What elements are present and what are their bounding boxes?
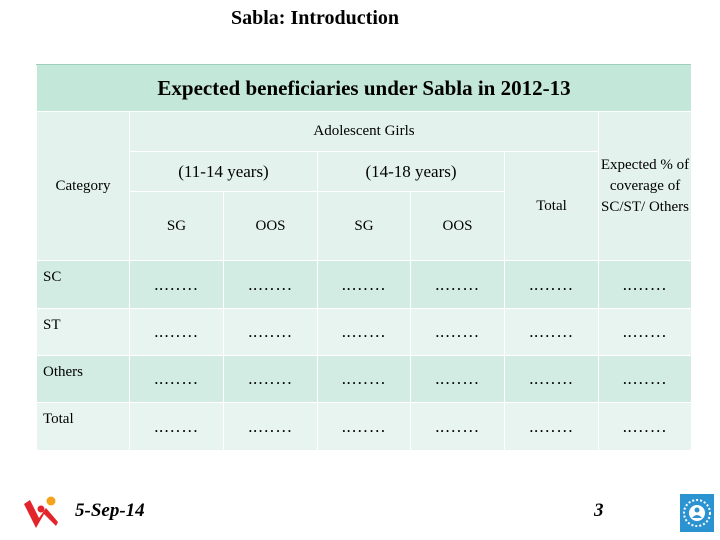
category-header: Category (36, 111, 130, 261)
row-category: Total (36, 402, 130, 451)
table-cell: ..…… (504, 308, 599, 356)
sg-header-2: SG (317, 191, 411, 261)
table-cell: ..…… (598, 355, 692, 403)
table-cell: ..…… (598, 402, 692, 451)
table-row: Others ..…… ..…… ..…… ..…… ..…… ..…… (36, 355, 692, 403)
slide-date: 5-Sep-14 (75, 500, 145, 521)
table-cell: ..…… (317, 402, 411, 451)
expected-coverage-header: Expected % of coverage of SC/ST/ Others (598, 111, 692, 261)
table-cell: ..…… (223, 260, 318, 309)
age-11-14-header: (11-14 years) (129, 151, 318, 192)
table-cell: ..…… (504, 355, 599, 403)
table-cell: ..…… (223, 308, 318, 356)
beneficiaries-table: Expected beneficiaries under Sabla in 20… (36, 64, 692, 451)
table-cell: ..…… (317, 355, 411, 403)
age-14-18-header: (14-18 years) (317, 151, 505, 192)
table-cell: ..…… (129, 308, 224, 356)
table-cell: ..…… (410, 308, 505, 356)
table-cell: ..…… (223, 355, 318, 403)
row-category: Others (36, 355, 130, 403)
ministry-emblem-icon (680, 494, 714, 532)
page-number: 3 (594, 500, 604, 521)
row-category: ST (36, 308, 130, 356)
slide-title: Sabla: Introduction (230, 7, 399, 29)
row-category: SC (36, 260, 130, 309)
table-cell: ..…… (410, 260, 505, 309)
table-cell: ..…… (223, 402, 318, 451)
people-logo-icon (24, 496, 58, 528)
adolescent-girls-header: Adolescent Girls (129, 111, 599, 152)
table-cell: ..…… (410, 402, 505, 451)
total-header: Total (504, 151, 599, 261)
table-row: Total ..…… ..…… ..…… ..…… ..…… ..…… (36, 402, 692, 451)
table-cell: ..…… (129, 260, 224, 309)
table-row: ST ..…… ..…… ..…… ..…… ..…… ..…… (36, 308, 692, 356)
table-cell: ..…… (598, 260, 692, 309)
table-cell: ..…… (317, 260, 411, 309)
table-cell: ..…… (410, 355, 505, 403)
table-caption: Expected beneficiaries under Sabla in 20… (36, 64, 692, 112)
table-row: SC ..…… ..…… ..…… ..…… ..…… ..…… (36, 260, 692, 309)
table-cell: ..…… (129, 355, 224, 403)
table-cell: ..…… (598, 308, 692, 356)
oos-header-2: OOS (410, 191, 505, 261)
sg-header-1: SG (129, 191, 224, 261)
table-cell: ..…… (129, 402, 224, 451)
table-cell: ..…… (317, 308, 411, 356)
table-cell: ..…… (504, 260, 599, 309)
table-cell: ..…… (504, 402, 599, 451)
oos-header-1: OOS (223, 191, 318, 261)
